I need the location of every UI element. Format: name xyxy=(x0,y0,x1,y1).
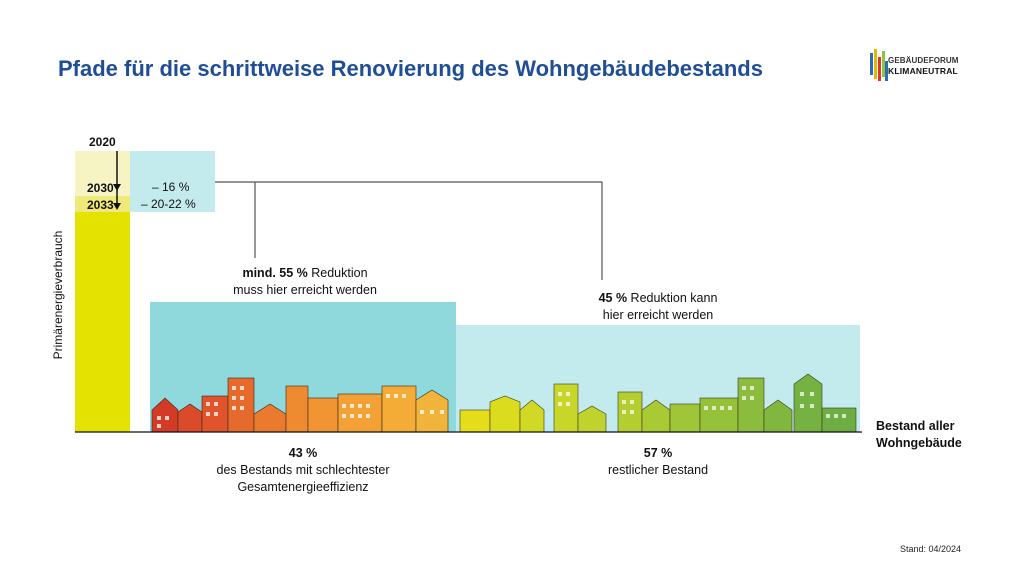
x-axis-label: Bestand aller Wohngebäude xyxy=(876,418,962,452)
logo: GEBÄUDEFORUM KLIMANEUTRAL xyxy=(870,47,980,87)
worst-target-rest: Reduktion xyxy=(307,266,368,280)
timeline-arrowhead-2030 xyxy=(113,184,121,191)
primary-energy-bar xyxy=(75,212,130,432)
logo-text-line2: KLIMANEUTRAL xyxy=(888,66,958,76)
rest-target-rest: Reduktion kann xyxy=(627,291,718,305)
x-axis-label-line1: Bestand aller xyxy=(876,419,955,433)
timeline-arrowhead-2033 xyxy=(113,203,121,210)
rest-share: 57 % xyxy=(643,446,673,460)
worst-segment-desc: 43 % des Bestands mit schlechtester Gesa… xyxy=(203,445,403,496)
rest-target-bold: 45 % xyxy=(598,291,628,305)
reduction-2033: – 20-22 % xyxy=(141,197,196,211)
worst-target-bold: mind. 55 % xyxy=(242,266,308,280)
worst-desc-line2: Gesamtenergieeffizienz xyxy=(237,480,369,494)
buildings-worst xyxy=(151,377,449,433)
worst-desc-line1: des Bestands mit schlechtester xyxy=(216,463,390,477)
year-2020: 2020 xyxy=(89,135,116,149)
buildings-rest xyxy=(459,373,857,433)
x-axis-label-line2: Wohngebäude xyxy=(876,436,962,450)
worst-share: 43 % xyxy=(288,446,318,460)
year-2030: 2030 xyxy=(87,181,114,195)
page-title: Pfade für die schrittweise Renovierung d… xyxy=(58,56,763,81)
logo-icon xyxy=(870,49,888,81)
year-2033: 2033 xyxy=(87,198,114,212)
rest-desc-line1: restlicher Bestand xyxy=(607,463,709,477)
logo-text-line1: GEBÄUDEFORUM xyxy=(888,56,959,65)
rest-segment-desc: 57 % restlicher Bestand xyxy=(558,445,758,479)
reduction-box xyxy=(130,151,215,212)
connector-line xyxy=(215,181,603,280)
rest-target-text: 45 % Reduktion kann hier erreicht werden xyxy=(558,290,758,324)
reduction-2030: – 16 % xyxy=(152,180,190,194)
stand-date: Stand: 04/2024 xyxy=(900,544,962,554)
primary-energy-bar-upper xyxy=(75,151,130,196)
worst-target-text: mind. 55 % Reduktion muss hier erreicht … xyxy=(205,265,405,299)
worst-target-line2: muss hier erreicht werden xyxy=(233,283,377,297)
rest-target-line2: hier erreicht werden xyxy=(602,308,714,322)
